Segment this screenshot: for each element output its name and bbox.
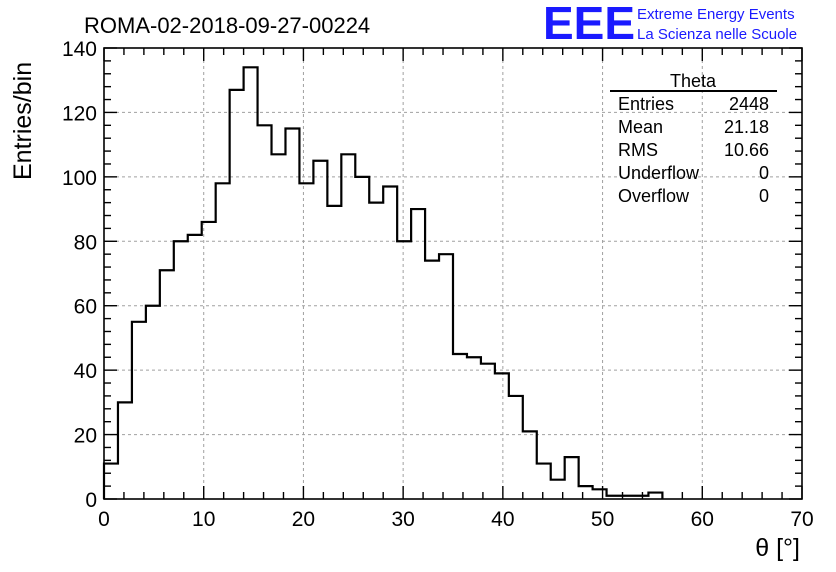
stats-value-mean: 21.18 bbox=[724, 117, 769, 137]
stats-value-underflow: 0 bbox=[759, 163, 769, 183]
stats-label-mean: Mean bbox=[618, 117, 663, 137]
stats-label-rms: RMS bbox=[618, 140, 658, 160]
stats-value-rms: 10.66 bbox=[724, 140, 769, 160]
y-axis-title: Entries/bin bbox=[9, 62, 37, 180]
plot-frame bbox=[103, 47, 803, 500]
grid-lines bbox=[104, 48, 802, 499]
y-tick-label: 100 bbox=[62, 167, 97, 190]
logo-line-2: La Scienza nelle Scuole bbox=[637, 26, 797, 43]
y-tick-label: 40 bbox=[74, 360, 97, 383]
x-tick-label: 20 bbox=[292, 508, 315, 531]
tick-labels: 0 10 20 30 40 50 60 70 0 20 40 60 80 100 120 140 bbox=[62, 38, 814, 531]
stats-title: Theta bbox=[670, 71, 717, 91]
run-title: ROMA-02-2018-09-27-00224 bbox=[84, 13, 370, 38]
histogram-series bbox=[102, 66, 664, 499]
plot-border bbox=[103, 47, 803, 500]
x-tick-label: 60 bbox=[691, 508, 714, 531]
x-tick-label: 10 bbox=[192, 508, 215, 531]
stats-box: Theta Entries 2448 Mean 21.18 RMS 10.66 … bbox=[610, 71, 777, 206]
logo-line-1: Extreme Energy Events bbox=[637, 6, 795, 23]
x-tick-label: 40 bbox=[491, 508, 514, 531]
stats-label-underflow: Underflow bbox=[618, 163, 700, 183]
stats-label-overflow: Overflow bbox=[618, 186, 690, 206]
x-tick-label: 50 bbox=[591, 508, 614, 531]
y-tick-label: 60 bbox=[74, 296, 97, 319]
y-tick-label: 120 bbox=[62, 102, 97, 125]
histogram-outline bbox=[102, 66, 664, 499]
x-tick-label: 70 bbox=[790, 508, 813, 531]
y-tick-label: 20 bbox=[74, 425, 97, 448]
stats-value-entries: 2448 bbox=[729, 94, 769, 114]
stats-label-entries: Entries bbox=[618, 94, 674, 114]
y-tick-label: 0 bbox=[85, 489, 97, 512]
y-tick-label: 140 bbox=[62, 38, 97, 61]
eee-logo: EEE bbox=[543, 0, 635, 49]
y-tick-label: 80 bbox=[74, 231, 97, 254]
stats-value-overflow: 0 bbox=[759, 186, 769, 206]
x-tick-label: 0 bbox=[98, 508, 110, 531]
x-axis-title: θ [°] bbox=[755, 534, 800, 562]
x-tick-label: 30 bbox=[391, 508, 414, 531]
axis-ticks bbox=[103, 47, 803, 500]
